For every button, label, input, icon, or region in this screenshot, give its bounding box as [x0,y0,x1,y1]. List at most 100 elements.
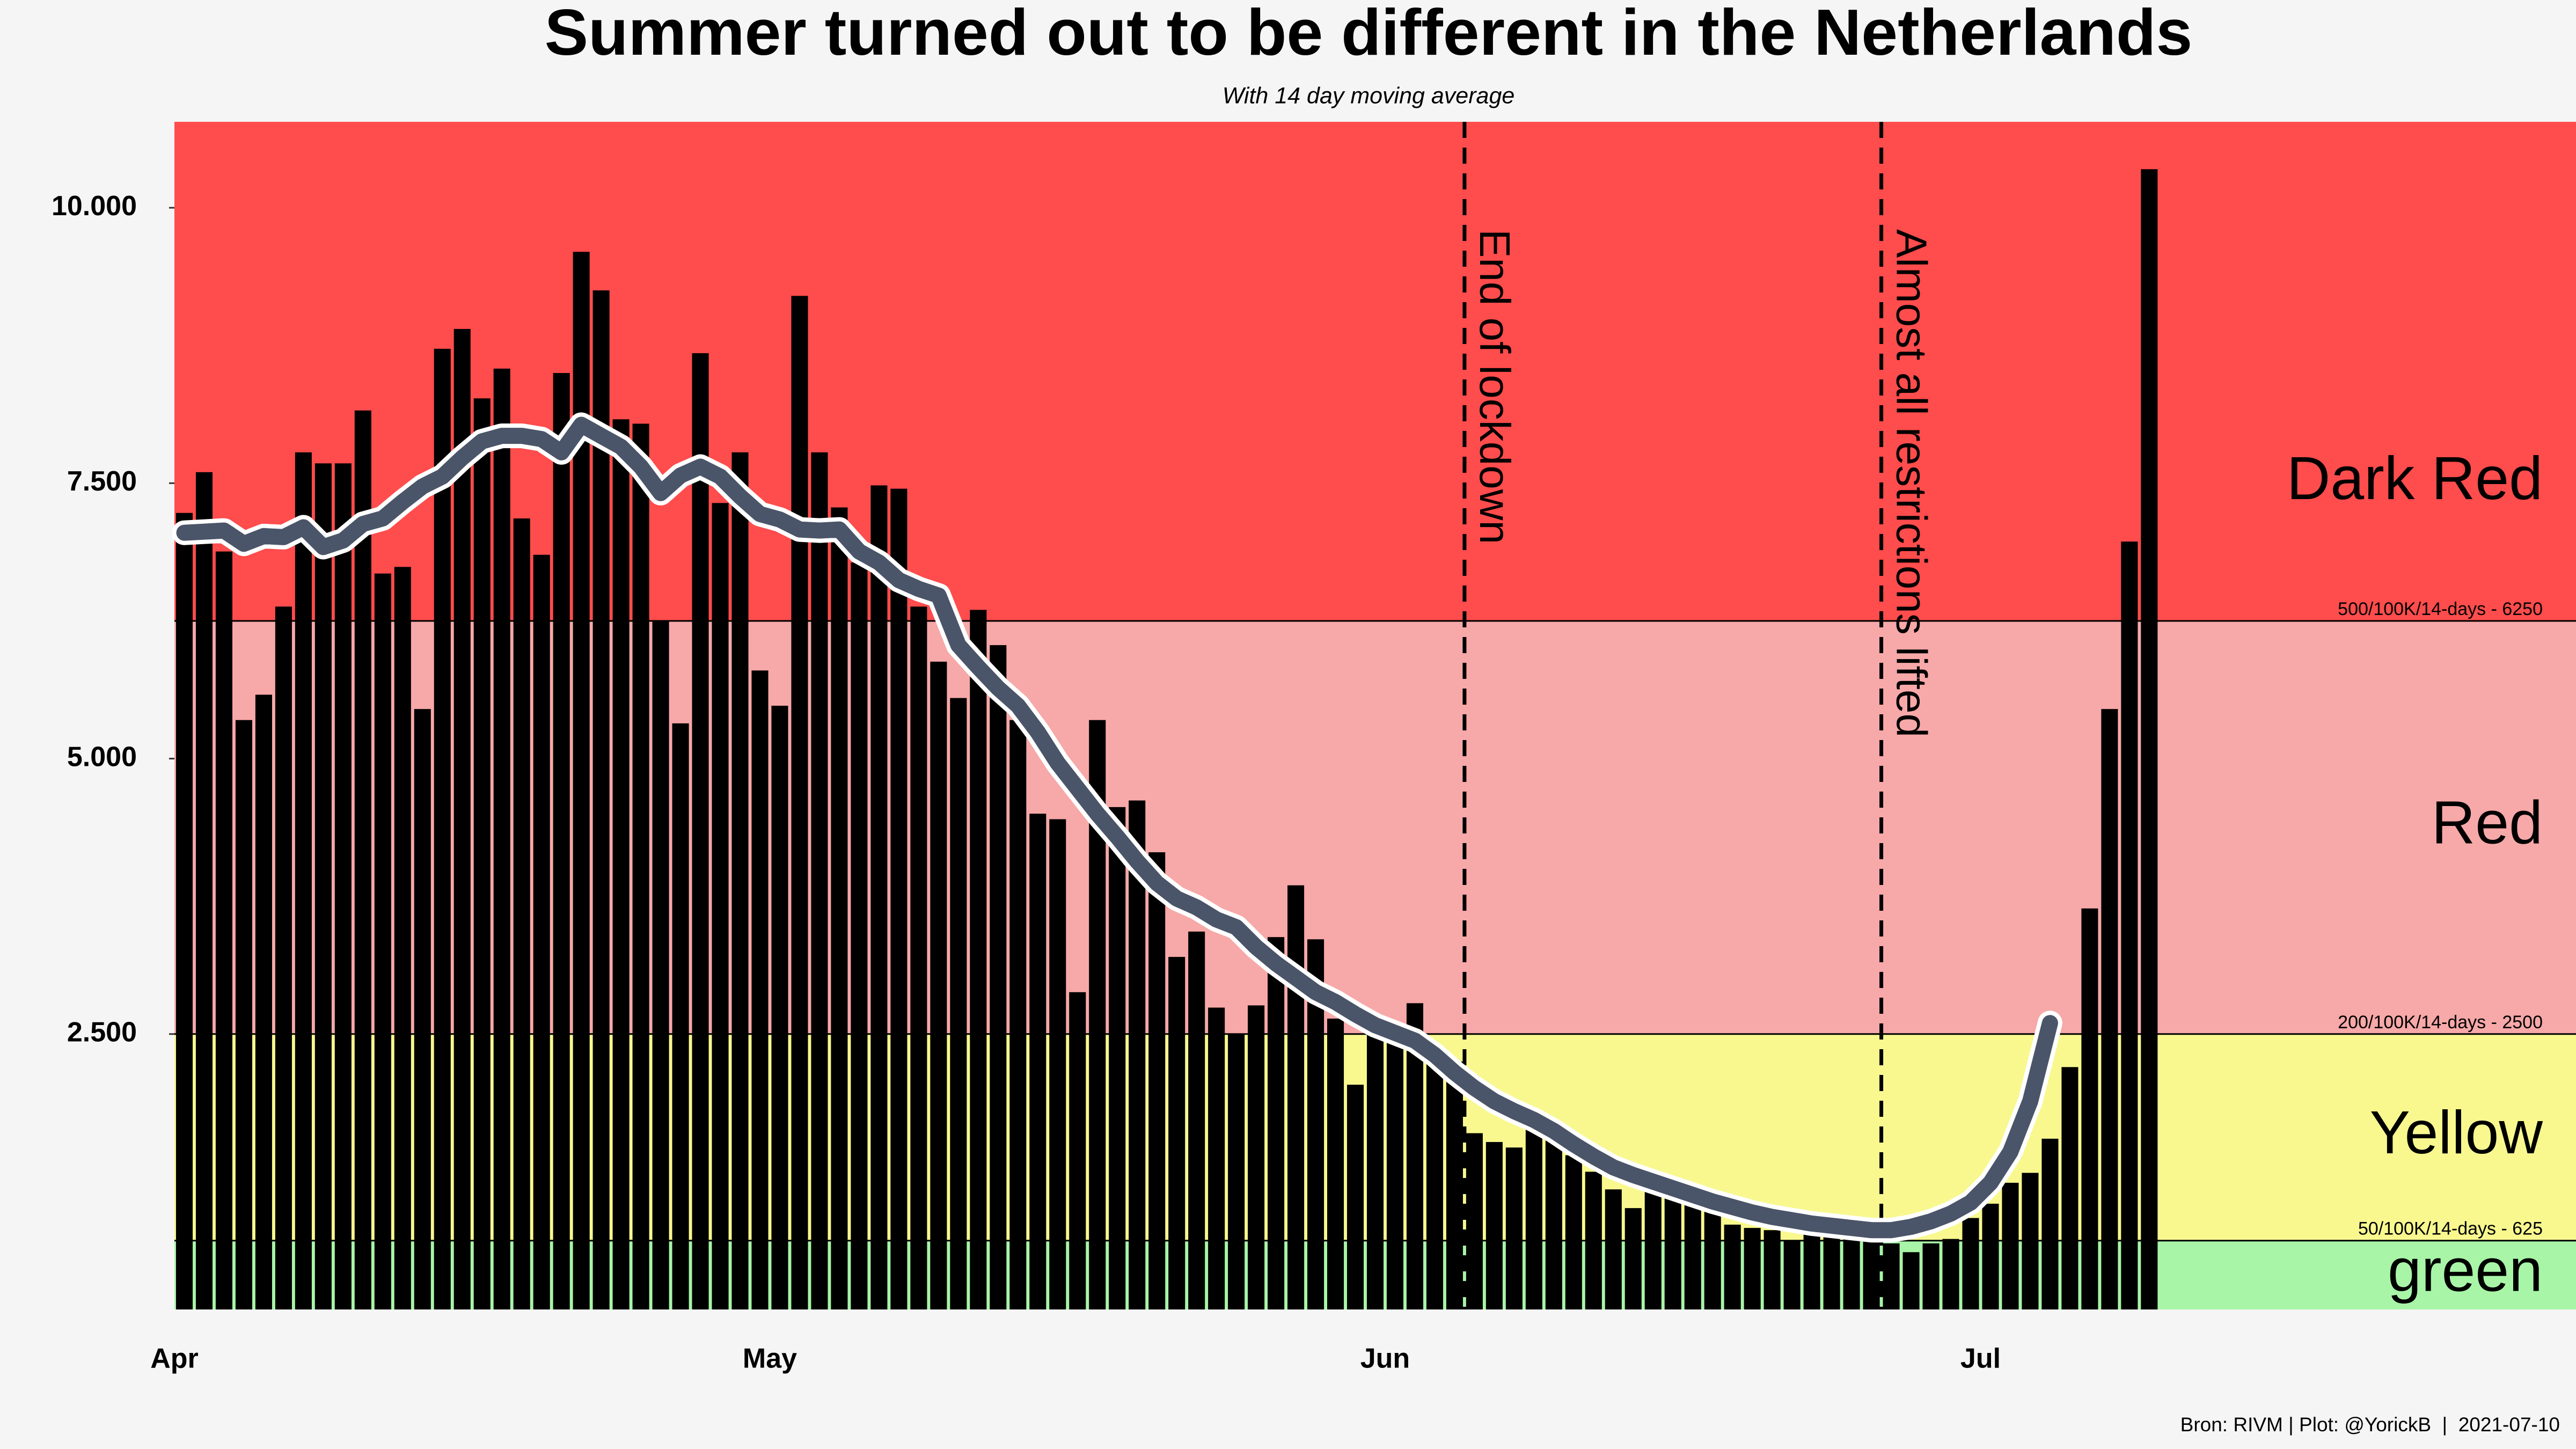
bar [771,706,788,1309]
bar [1426,1046,1443,1309]
bar [910,606,927,1309]
bar [970,610,987,1309]
bar [870,485,888,1309]
bar [453,328,471,1309]
bar [553,373,570,1309]
bar [1704,1210,1721,1309]
x-tick-label: Apr [150,1343,199,1374]
bar [2141,169,2158,1309]
bar [1783,1240,1801,1309]
bar [314,463,332,1309]
bar [1208,1007,1225,1309]
bar [1624,1208,1642,1309]
bar [712,503,729,1310]
zone-band [174,122,2576,621]
bar [473,398,491,1310]
bar [2081,908,2098,1309]
chart-title: Summer turned out to be different in the… [545,0,2193,69]
bar [1823,1235,1840,1309]
moving-average-line [176,416,2058,1239]
threshold-label: 200/100K/14-days - 2500 [2338,1012,2543,1033]
bar [2121,541,2138,1309]
bar [1188,931,1205,1309]
bar [255,694,272,1309]
bar [890,488,908,1309]
bar [731,452,749,1309]
bar [851,562,868,1309]
bar [2061,1067,2079,1309]
bar [1168,957,1185,1309]
bar [175,513,193,1309]
bar [235,720,252,1309]
bar [1248,1005,1265,1309]
bar [1644,1188,1662,1309]
bar [533,554,550,1309]
bar [1664,1198,1681,1309]
bar [1545,1137,1562,1309]
bar [1565,1155,1582,1309]
bar [493,368,510,1309]
bar [1863,1238,1880,1309]
threshold-label: 50/100K/14-days - 625 [2358,1219,2543,1239]
source-note: Bron: RIVM | Plot: @YorickB | 2021-07-10 [2180,1414,2560,1436]
bar [1763,1230,1781,1309]
bar [195,472,213,1309]
bar [1525,1128,1542,1309]
bar [2041,1138,2059,1309]
chart-subtitle: With 14 day moving average [1223,83,1515,108]
bar [1069,992,1086,1309]
bar [354,410,371,1309]
bar [692,353,709,1309]
bar [513,518,530,1309]
bar [2002,1182,2019,1309]
bar [1386,1027,1404,1309]
bar [930,661,947,1309]
x-tick-label: Jul [1960,1343,2001,1374]
bar [1446,1062,1463,1309]
bar [1327,1019,1344,1309]
bar [1049,819,1066,1309]
zone-label: Dark Red [2287,444,2543,512]
bar [1346,1085,1364,1309]
bar [1287,885,1305,1309]
bar [1268,937,1285,1309]
bar [1902,1252,1920,1309]
bar [791,296,808,1309]
bar [1982,1203,1999,1309]
bar [573,252,590,1310]
bar [612,419,630,1310]
bar [334,463,352,1309]
bar [1744,1228,1761,1309]
bar [652,620,669,1309]
bar [1148,852,1166,1309]
bar [1109,807,1126,1309]
bar [434,348,451,1310]
zone-label: green [2388,1236,2543,1304]
bar [1942,1239,1959,1309]
bar [1029,814,1046,1309]
zone-label: Yellow [2369,1099,2543,1166]
bar [632,423,649,1309]
bar [1803,1231,1820,1309]
annotation-text: Almost all restrictions lifted [1887,229,1935,737]
bar [1366,1030,1384,1309]
bar [1724,1224,1741,1309]
bar [1009,720,1027,1309]
bar [1466,1133,1483,1309]
y-tick-label: 2.500 [67,1017,137,1048]
bar [1485,1141,1503,1309]
bar [990,645,1007,1309]
bar [1228,1034,1245,1309]
threshold-label: 500/100K/14-days - 6250 [2338,599,2543,619]
bar [751,670,769,1309]
x-tick-label: Jun [1360,1343,1410,1374]
bar [672,723,689,1309]
bar [811,452,828,1309]
bar [831,507,848,1309]
bar [1605,1189,1622,1309]
bar [2101,709,2118,1309]
bar [1505,1147,1523,1309]
bar [950,698,967,1309]
